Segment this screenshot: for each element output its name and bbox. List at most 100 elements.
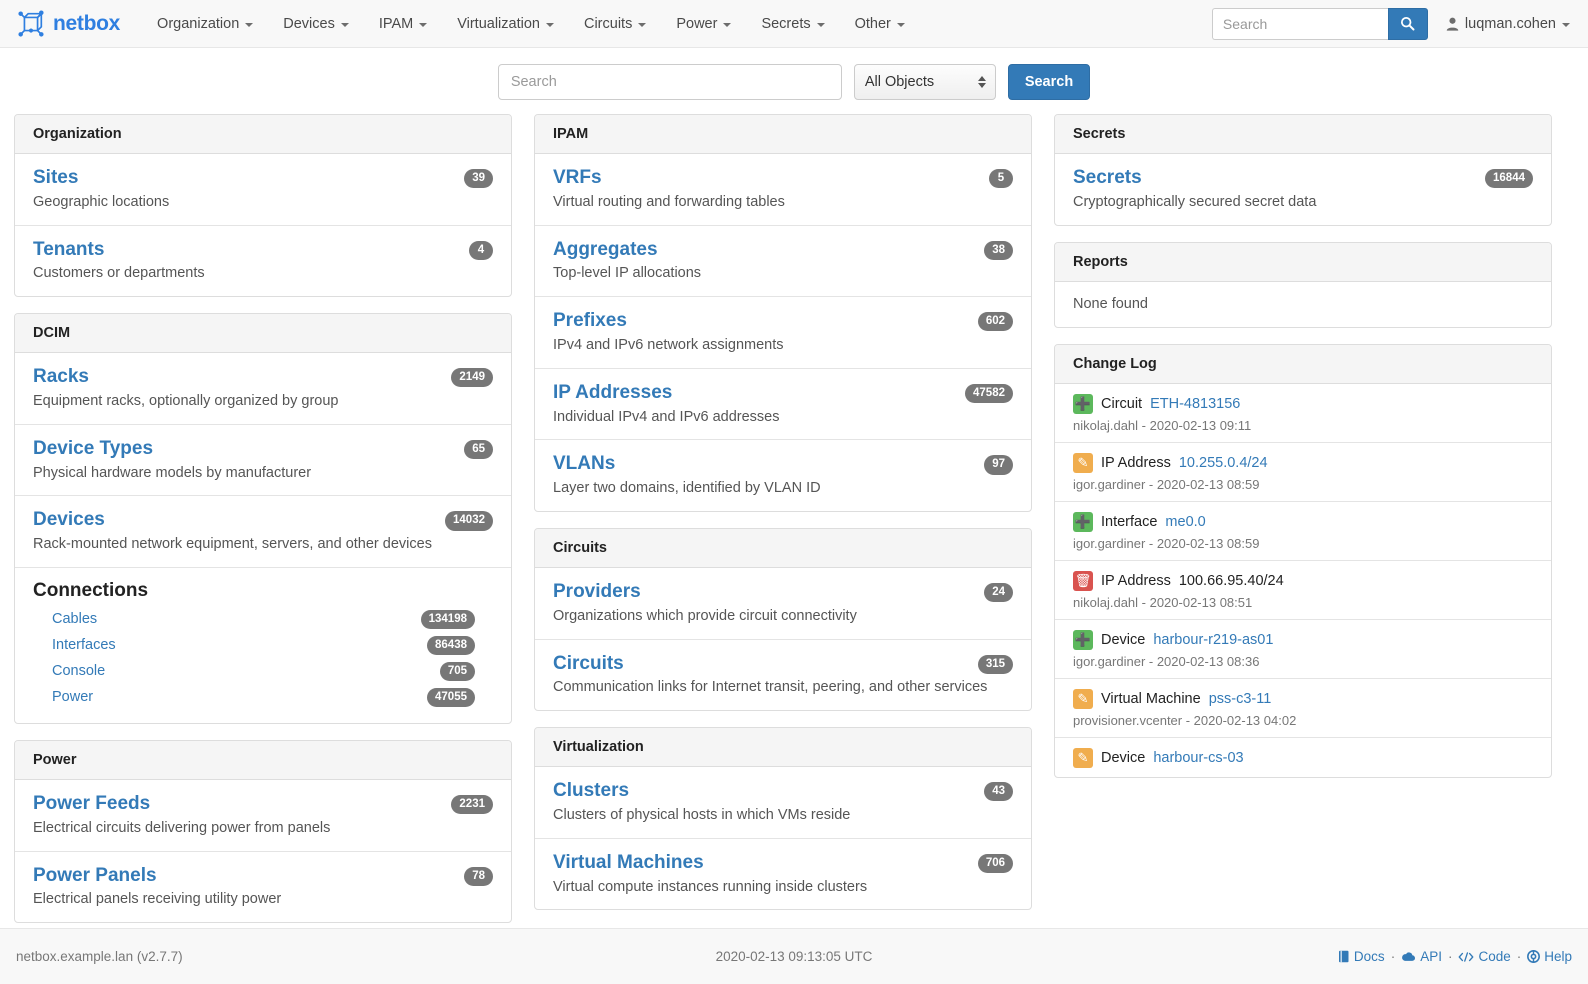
list-item[interactable]: VRFs Virtual routing and forwarding tabl… <box>535 154 1031 226</box>
footer-link-code[interactable]: Code <box>1458 949 1511 964</box>
link-circuits[interactable]: Circuits <box>553 652 624 674</box>
desc-prefixes: IPv4 and IPv6 network assignments <box>553 336 784 353</box>
count-badge: 97 <box>984 455 1013 475</box>
panel-title-virtualization: Virtualization <box>535 728 1031 768</box>
panel-power: Power Power Feeds Electrical circuits de… <box>14 739 512 924</box>
changelog-object-link[interactable]: pss-c3-11 <box>1208 690 1272 707</box>
link-power-panels[interactable]: Power Panels <box>33 864 157 886</box>
list-item[interactable]: Console 705 <box>33 658 493 684</box>
changelog-entry[interactable]: ✎ Virtual Machine pss-c3-11 provisioner.… <box>1055 679 1551 738</box>
object-type-select[interactable]: All Objects <box>853 64 996 100</box>
link-cables[interactable]: Cables <box>52 610 98 627</box>
footer-link-help[interactable]: Help <box>1527 949 1572 964</box>
column-right: Secrets Secrets Cryptographically secure… <box>1054 114 1552 794</box>
changelog-object-link[interactable]: ETH-4813156 <box>1150 395 1241 412</box>
list-item[interactable]: Power Panels Electrical panels receiving… <box>15 852 511 923</box>
changelog-object-link[interactable]: me0.0 <box>1165 513 1206 530</box>
brand-logo[interactable]: netbox <box>16 9 120 39</box>
footer-link-label: API <box>1420 949 1442 964</box>
chevron-down-icon <box>340 22 349 27</box>
changelog-object-link[interactable]: 10.255.0.4/24 <box>1178 454 1268 471</box>
list-item[interactable]: Tenants Customers or departments 4 <box>15 226 511 297</box>
link-sites[interactable]: Sites <box>33 167 79 188</box>
link-console[interactable]: Console <box>52 662 106 679</box>
list-item[interactable]: VLANs Layer two domains, identified by V… <box>535 440 1031 511</box>
list-item[interactable]: Providers Organizations which provide ci… <box>535 568 1031 640</box>
link-devices[interactable]: Devices <box>33 509 105 531</box>
changelog-entry[interactable]: ✎ IP Address 10.255.0.4/24 igor.gardiner… <box>1055 443 1551 502</box>
nav-item-organization[interactable]: Organization <box>142 6 268 42</box>
nav-item-other[interactable]: Other <box>840 6 920 42</box>
footer-link-docs[interactable]: Docs <box>1338 949 1385 964</box>
nav-item-ipam[interactable]: IPAM <box>364 6 442 42</box>
list-item[interactable]: Interfaces 86438 <box>33 632 493 658</box>
footer-link-api[interactable]: API <box>1401 949 1442 964</box>
link-virtual-machines[interactable]: Virtual Machines <box>553 851 704 873</box>
netbox-node-graph-icon <box>16 9 46 39</box>
nav-item-devices[interactable]: Devices <box>268 6 364 42</box>
changelog-object-link[interactable]: harbour-r219-as01 <box>1153 631 1274 648</box>
link-vlans[interactable]: VLANs <box>553 453 616 475</box>
count-badge: 47055 <box>427 687 475 708</box>
count-badge: 706 <box>977 853 1013 873</box>
link-ip-addresses[interactable]: IP Addresses <box>553 381 673 403</box>
separator: · <box>1447 949 1453 964</box>
list-item[interactable]: Virtual Machines Virtual compute instanc… <box>535 839 1031 910</box>
chevron-down-icon <box>638 22 647 27</box>
nav-item-secrets[interactable]: Secrets <box>746 6 839 42</box>
link-vrfs[interactable]: VRFs <box>553 167 602 188</box>
link-secrets[interactable]: Secrets <box>1073 167 1142 188</box>
link-aggregates[interactable]: Aggregates <box>553 238 658 260</box>
changelog-object-link[interactable]: harbour-cs-03 <box>1153 749 1244 766</box>
user-menu[interactable]: luqman.cohen <box>1442 10 1574 38</box>
changelog-entry[interactable]: 🗑 IP Address 100.66.95.40/24 nikolaj.dah… <box>1055 561 1551 620</box>
list-item[interactable]: Device Types Physical hardware models by… <box>15 425 511 497</box>
link-power-feeds[interactable]: Power Feeds <box>33 792 151 814</box>
list-item[interactable]: Devices Rack-mounted network equipment, … <box>15 496 511 568</box>
changelog-entry[interactable]: ➕ Device harbour-r219-as01 igor.gardiner… <box>1055 620 1551 679</box>
nav-item-virtualization[interactable]: Virtualization <box>442 6 569 42</box>
count-badge: 5 <box>989 169 1013 189</box>
panel-title-organization: Organization <box>15 115 511 154</box>
changelog-entry[interactable]: ➕ Circuit ETH-4813156 nikolaj.dahl - 202… <box>1055 384 1551 443</box>
desc-secrets: Cryptographically secured secret data <box>1073 193 1317 210</box>
link-device-types[interactable]: Device Types <box>33 437 154 459</box>
list-item[interactable]: Clusters Clusters of physical hosts in w… <box>535 767 1031 839</box>
link-power-connections[interactable]: Power <box>52 688 94 705</box>
desc-providers: Organizations which provide circuit conn… <box>553 607 857 624</box>
list-item[interactable]: Sites Geographic locations 39 <box>15 154 511 226</box>
changelog-entry[interactable]: ➕ Interface me0.0 igor.gardiner - 2020-0… <box>1055 502 1551 561</box>
search-button[interactable]: Search <box>1007 64 1091 100</box>
changelog-type: IP Address <box>1101 454 1171 471</box>
navbar-search-button[interactable] <box>1387 7 1428 40</box>
reports-empty-text: None found <box>1073 295 1148 312</box>
list-item[interactable]: Aggregates Top-level IP allocations 38 <box>535 226 1031 298</box>
link-prefixes[interactable]: Prefixes <box>553 310 627 332</box>
panel-ipam: IPAM VRFs Virtual routing and forwarding… <box>534 114 1032 512</box>
list-item[interactable]: IP Addresses Individual IPv4 and IPv6 ad… <box>535 369 1031 441</box>
trash-icon: 🗑 <box>1073 570 1093 591</box>
list-item[interactable]: Power 47055 <box>33 684 493 710</box>
link-interfaces[interactable]: Interfaces <box>52 636 116 653</box>
link-providers[interactable]: Providers <box>553 580 641 602</box>
list-item[interactable]: Secrets Cryptographically secured secret… <box>1055 154 1551 225</box>
search-input[interactable] <box>497 64 842 100</box>
nav-item-circuits[interactable]: Circuits <box>569 6 661 42</box>
list-item[interactable]: Racks Equipment racks, optionally organi… <box>15 353 511 425</box>
navbar-search-input[interactable] <box>1211 7 1388 40</box>
link-tenants[interactable]: Tenants <box>33 238 105 260</box>
count-badge: 39 <box>464 169 493 189</box>
chevron-down-icon <box>896 22 905 27</box>
list-item[interactable]: Prefixes IPv4 and IPv6 network assignmen… <box>535 297 1031 369</box>
list-item[interactable]: Circuits Communication links for Interne… <box>535 640 1031 711</box>
user-name: luqman.cohen <box>1464 15 1556 32</box>
link-clusters[interactable]: Clusters <box>553 780 630 802</box>
list-item[interactable]: Power Feeds Electrical circuits deliveri… <box>15 780 511 852</box>
nav-menu: Organization Devices IPAM Virtualization… <box>142 6 920 42</box>
link-racks[interactable]: Racks <box>33 366 89 388</box>
count-badge: 16844 <box>1485 169 1533 189</box>
desc-aggregates: Top-level IP allocations <box>553 265 702 282</box>
nav-item-power[interactable]: Power <box>661 6 746 42</box>
list-item[interactable]: Cables 134198 <box>33 606 493 632</box>
changelog-entry[interactable]: ✎ Device harbour-cs-03 <box>1055 738 1551 777</box>
